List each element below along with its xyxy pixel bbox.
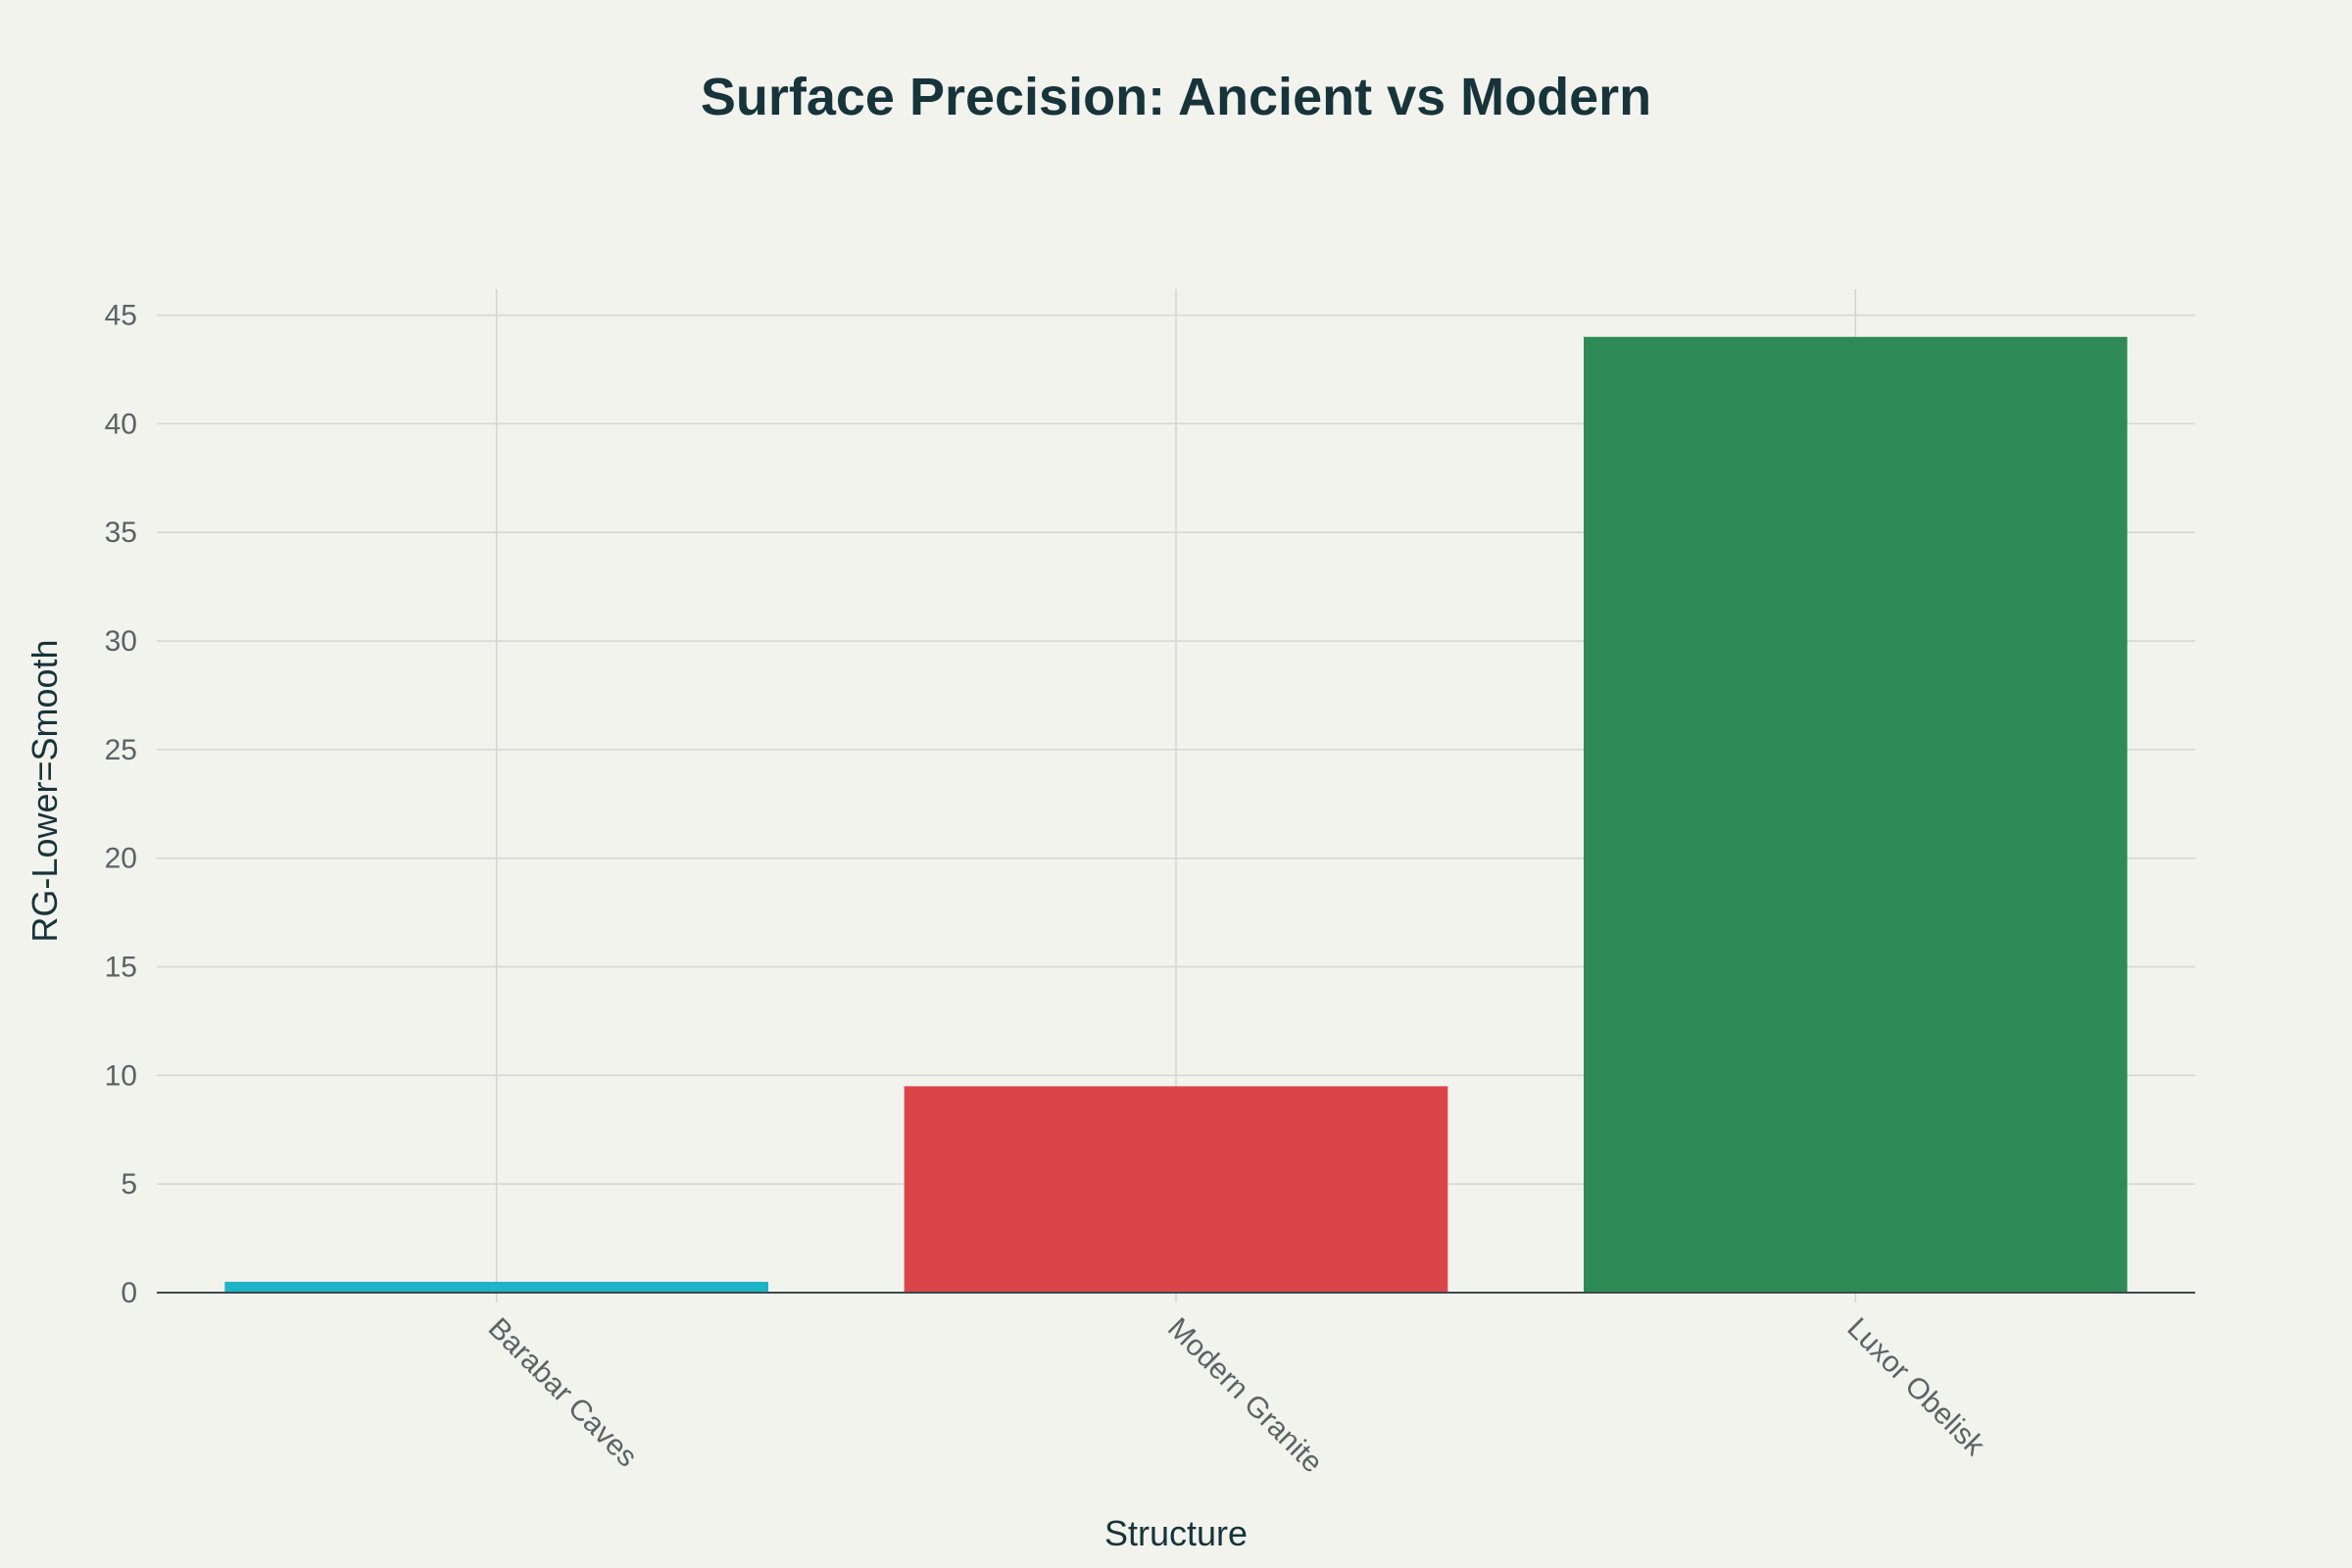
y-tick-label: 10	[105, 1059, 137, 1092]
chart-title: Surface Precision: Ancient vs Modern	[701, 68, 1651, 126]
x-tick-label: Luxor Obelisk	[1840, 1312, 1991, 1463]
y-tick-label: 15	[105, 952, 137, 984]
bars	[224, 336, 2128, 1293]
y-tick-label: 0	[121, 1277, 137, 1309]
bar-modern-granite	[904, 1086, 1448, 1293]
x-axis-ticks: Barabar Caves Modern Granite Luxor Obelisk	[482, 1312, 1991, 1480]
bar-luxor-obelisk	[1584, 336, 2128, 1293]
y-tick-label: 30	[105, 625, 137, 658]
x-axis-title: Structure	[1104, 1513, 1248, 1553]
y-tick-label: 35	[105, 516, 137, 549]
y-tick-label: 5	[121, 1168, 137, 1200]
bar-barabar-caves	[224, 1281, 769, 1293]
y-tick-label: 45	[105, 300, 137, 332]
y-axis-ticks: 0 5 10 15 20 25 30 35 40 45	[105, 300, 137, 1309]
x-tick-label: Barabar Caves	[482, 1312, 644, 1474]
y-tick-label: 40	[105, 408, 137, 440]
y-tick-label: 20	[105, 843, 137, 875]
x-tick-label: Modern Granite	[1161, 1312, 1329, 1480]
y-tick-label: 25	[105, 734, 137, 766]
y-axis-title: RG-Lower=Smooth	[24, 639, 65, 942]
